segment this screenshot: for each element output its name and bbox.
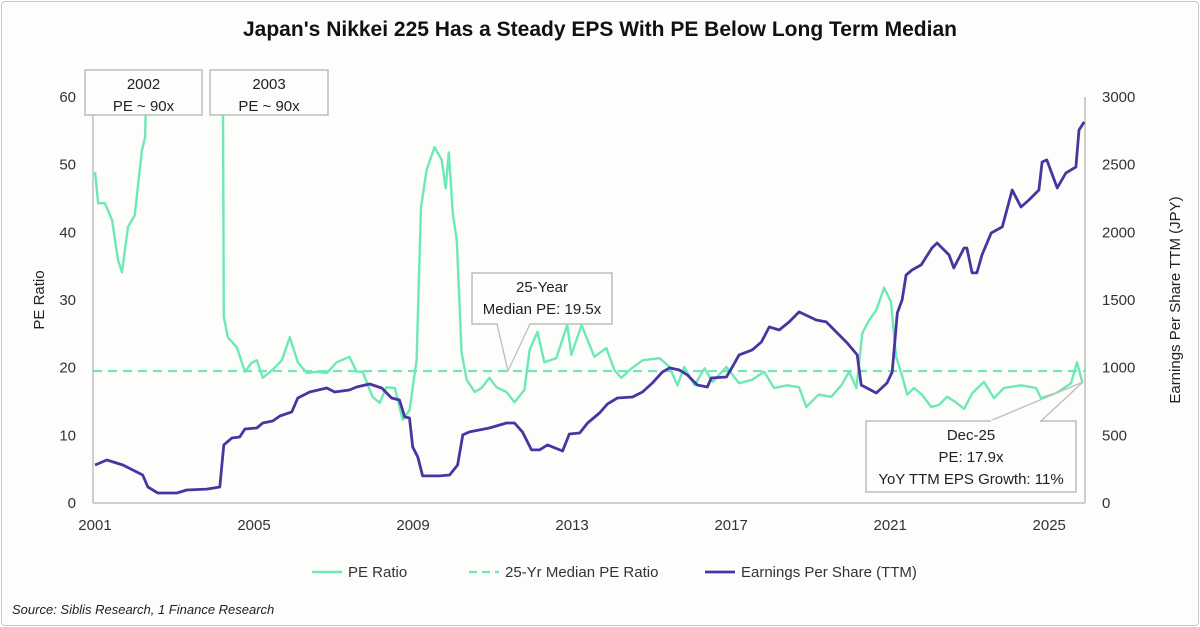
- legend-median-label: 25-Yr Median PE Ratio: [505, 564, 658, 581]
- left-y-tick-label: 20: [59, 360, 76, 377]
- right-y-tick-label: 1500: [1102, 292, 1135, 309]
- x-tick-label: 2001: [78, 517, 111, 534]
- median-callout-pointer: [496, 323, 531, 373]
- annotation-2002-text: PE ~ 90x: [113, 98, 175, 115]
- right-y-tick-label: 500: [1102, 427, 1127, 444]
- x-tick-label: 2013: [555, 517, 588, 534]
- left-y-tick-label: 40: [59, 224, 76, 241]
- annotation-2002-text: 2002: [127, 76, 160, 93]
- left-y-tick-label: 30: [59, 292, 76, 309]
- source-note: Source: Siblis Research, 1 Finance Resea…: [12, 602, 275, 617]
- right-y-tick-label: 0: [1102, 495, 1110, 512]
- left-y-tick-label: 50: [59, 157, 76, 174]
- left-y-axis-title: PE Ratio: [31, 270, 48, 329]
- left-y-tick-label: 60: [59, 89, 76, 106]
- annotation-latest-box: [865, 420, 1077, 493]
- annotation-2003-text: PE ~ 90x: [238, 98, 300, 115]
- pe-ratio-line: [93, 95, 1084, 421]
- right-y-axis-title: Earnings Per Share TTM (JPY): [1167, 196, 1184, 403]
- left-y-tick-label: 0: [68, 495, 76, 512]
- annotation-median-box: [471, 272, 613, 325]
- x-tick-label: 2025: [1033, 517, 1066, 534]
- x-tick-label: 2017: [714, 517, 747, 534]
- x-tick-label: 2005: [237, 517, 270, 534]
- x-tick-label: 2021: [873, 517, 906, 534]
- chart-title: Japan's Nikkei 225 Has a Steady EPS With…: [243, 18, 957, 41]
- left-y-tick-label: 10: [59, 427, 76, 444]
- right-y-tick-label: 2500: [1102, 157, 1135, 174]
- legend-pe-label: PE Ratio: [348, 564, 407, 581]
- right-y-tick-label: 3000: [1102, 89, 1135, 106]
- x-tick-label: 2009: [396, 517, 429, 534]
- annotation-latest-text: YoY TTM EPS Growth: 11%: [878, 471, 1063, 488]
- right-y-tick-label: 1000: [1102, 360, 1135, 377]
- annotation-median-text: Median PE: 19.5x: [483, 301, 602, 318]
- annotation-median-text: 25-Year: [516, 279, 568, 296]
- latest-callout-pointer: [989, 381, 1084, 422]
- annotation-2003-box: [209, 69, 329, 116]
- annotation-2002-box: [84, 69, 203, 116]
- eps-line: [94, 121, 1086, 495]
- annotation-latest-text: PE: 17.9x: [938, 449, 1004, 466]
- annotation-2003-text: 2003: [252, 76, 285, 93]
- annotation-latest-text: Dec-25: [947, 427, 995, 444]
- legend-eps-label: Earnings Per Share (TTM): [741, 564, 917, 581]
- right-y-tick-label: 2000: [1102, 224, 1135, 241]
